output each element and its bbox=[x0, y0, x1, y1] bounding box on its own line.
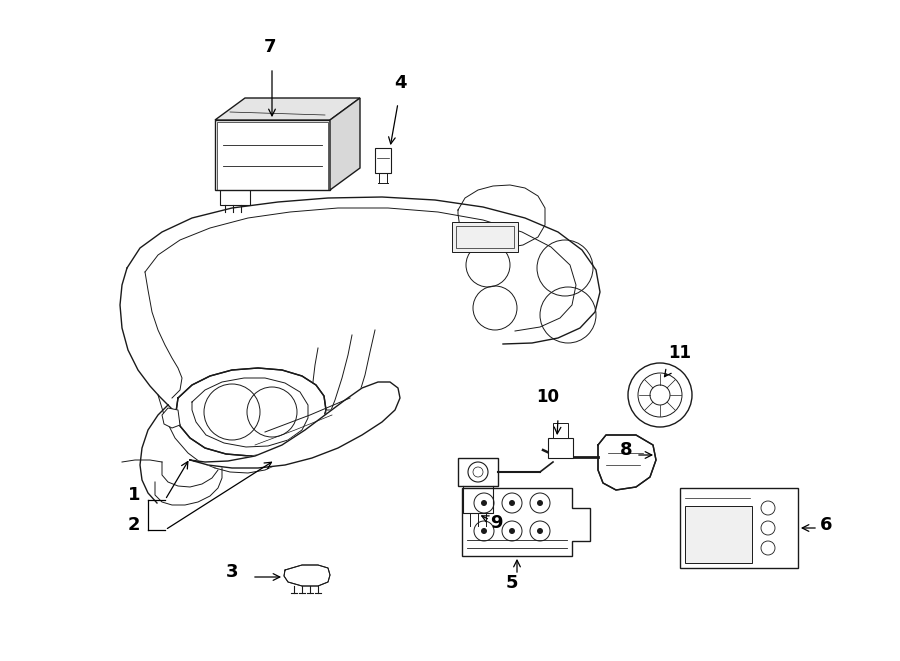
Text: 4: 4 bbox=[394, 74, 406, 92]
Text: 9: 9 bbox=[490, 514, 502, 532]
Circle shape bbox=[481, 500, 487, 506]
Text: 7: 7 bbox=[264, 38, 276, 56]
Polygon shape bbox=[598, 435, 656, 490]
Text: 5: 5 bbox=[506, 574, 518, 592]
Text: 6: 6 bbox=[820, 516, 832, 534]
Text: 11: 11 bbox=[669, 344, 691, 362]
PathPatch shape bbox=[330, 98, 360, 190]
PathPatch shape bbox=[284, 565, 330, 586]
PathPatch shape bbox=[176, 368, 326, 456]
PathPatch shape bbox=[685, 506, 752, 563]
PathPatch shape bbox=[598, 435, 656, 490]
Circle shape bbox=[628, 363, 692, 427]
Text: 8: 8 bbox=[620, 441, 633, 459]
Circle shape bbox=[509, 528, 515, 534]
PathPatch shape bbox=[458, 458, 498, 486]
Polygon shape bbox=[190, 382, 400, 468]
Circle shape bbox=[509, 500, 515, 506]
Circle shape bbox=[537, 528, 543, 534]
PathPatch shape bbox=[452, 222, 518, 252]
Circle shape bbox=[537, 500, 543, 506]
Polygon shape bbox=[176, 368, 326, 456]
PathPatch shape bbox=[215, 98, 360, 120]
PathPatch shape bbox=[548, 438, 573, 458]
PathPatch shape bbox=[462, 488, 590, 556]
PathPatch shape bbox=[680, 488, 798, 568]
PathPatch shape bbox=[375, 148, 391, 173]
Text: 2: 2 bbox=[128, 516, 140, 534]
Text: 1: 1 bbox=[128, 486, 140, 504]
PathPatch shape bbox=[215, 120, 330, 190]
Text: 3: 3 bbox=[226, 563, 238, 581]
PathPatch shape bbox=[325, 410, 342, 428]
Text: 10: 10 bbox=[536, 388, 560, 406]
PathPatch shape bbox=[553, 423, 568, 438]
Polygon shape bbox=[284, 565, 330, 586]
PathPatch shape bbox=[162, 408, 180, 428]
Circle shape bbox=[481, 528, 487, 534]
